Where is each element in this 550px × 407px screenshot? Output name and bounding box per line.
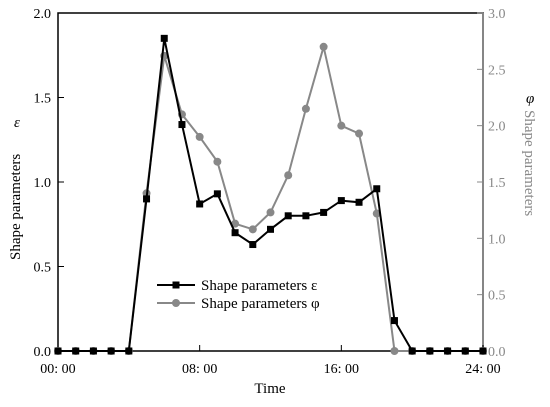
data-point-circle: [301, 104, 310, 113]
data-point-circle: [231, 219, 240, 228]
y-left-tick-label: 0.5: [34, 261, 52, 276]
data-point-circle: [284, 171, 293, 180]
data-point-square: [426, 347, 434, 355]
data-point-square: [213, 190, 221, 198]
legend-label-phi: Shape parameters φ: [201, 296, 320, 312]
data-point-square: [408, 347, 416, 355]
ticks-layer: 00: 00 08: 00 16: 00 24: 00 0.0 0.5 1.0 1.5 2.0 0…: [34, 7, 506, 377]
right-axis-title: Shape parameters: [521, 110, 537, 216]
data-point-circle: [319, 42, 328, 51]
data-point-square: [54, 347, 62, 355]
data-point-circle: [248, 225, 257, 234]
data-point-square: [373, 185, 381, 193]
left-axis-symbol: ε: [14, 115, 20, 131]
data-point-square: [390, 317, 398, 325]
y-right-tick-label: 3.0: [488, 7, 506, 22]
x-axis-title: Time: [254, 381, 285, 397]
y-right-tick-label: 1.5: [488, 176, 506, 191]
x-tick-label: 00: 00: [40, 362, 75, 377]
data-point-circle: [213, 157, 222, 166]
y-left-tick-label: 0.0: [34, 345, 52, 360]
data-point-square: [320, 208, 328, 216]
data-point-circle: [372, 209, 381, 218]
data-point-square: [267, 225, 274, 233]
data-point-square: [89, 347, 97, 355]
y-right-tick-label: 0.0: [488, 345, 506, 360]
data-point-square: [249, 241, 257, 249]
x-tick-label: 24: 00: [465, 362, 500, 377]
data-point-square: [461, 347, 469, 355]
data-point-square: [107, 347, 115, 355]
y-right-tick-label: 2.5: [488, 63, 506, 78]
x-tick-label: 16: 00: [324, 362, 359, 377]
y-right-tick-label: 1.0: [488, 232, 506, 247]
data-point-square: [302, 212, 310, 220]
data-point-circle: [390, 347, 399, 355]
x-tick-label: 08: 00: [182, 362, 217, 377]
left-axis-title: Shape parameters: [8, 154, 24, 260]
data-point-square: [231, 229, 239, 237]
data-point-square: [160, 34, 168, 42]
data-point-square: [444, 347, 452, 355]
right-axis-symbol: φ: [526, 91, 534, 107]
data-point-square: [284, 212, 292, 220]
left-axis-title-group: Shape parameters: [8, 154, 24, 260]
y-left-tick-label: 1.0: [34, 176, 52, 191]
y-left-tick-label: 2.0: [34, 7, 52, 22]
y-right-tick-label: 0.5: [488, 289, 506, 304]
data-point-square: [355, 198, 363, 206]
y-left-tick-label: 1.5: [34, 92, 52, 107]
series-layer: [54, 34, 487, 355]
data-point-circle: [355, 129, 364, 138]
data-point-circle: [195, 132, 204, 141]
data-point-square: [337, 197, 345, 205]
data-point-circle: [266, 208, 275, 217]
data-point-square: [178, 121, 186, 129]
legend-label-epsilon: Shape parameters ε: [201, 278, 317, 294]
data-point-square: [125, 347, 133, 355]
data-point-circle: [337, 121, 346, 130]
legend: Shape parameters ε Shape parameters φ: [157, 278, 320, 312]
legend-marker-phi: [172, 299, 180, 307]
right-axis-title-group: Shape parameters: [521, 110, 537, 216]
data-point-square: [479, 347, 487, 355]
y-right-tick-label: 2.0: [488, 120, 506, 135]
data-point-square: [143, 195, 151, 203]
data-point-square: [196, 200, 204, 208]
data-point-square: [72, 347, 80, 355]
legend-marker-epsilon: [172, 281, 180, 289]
